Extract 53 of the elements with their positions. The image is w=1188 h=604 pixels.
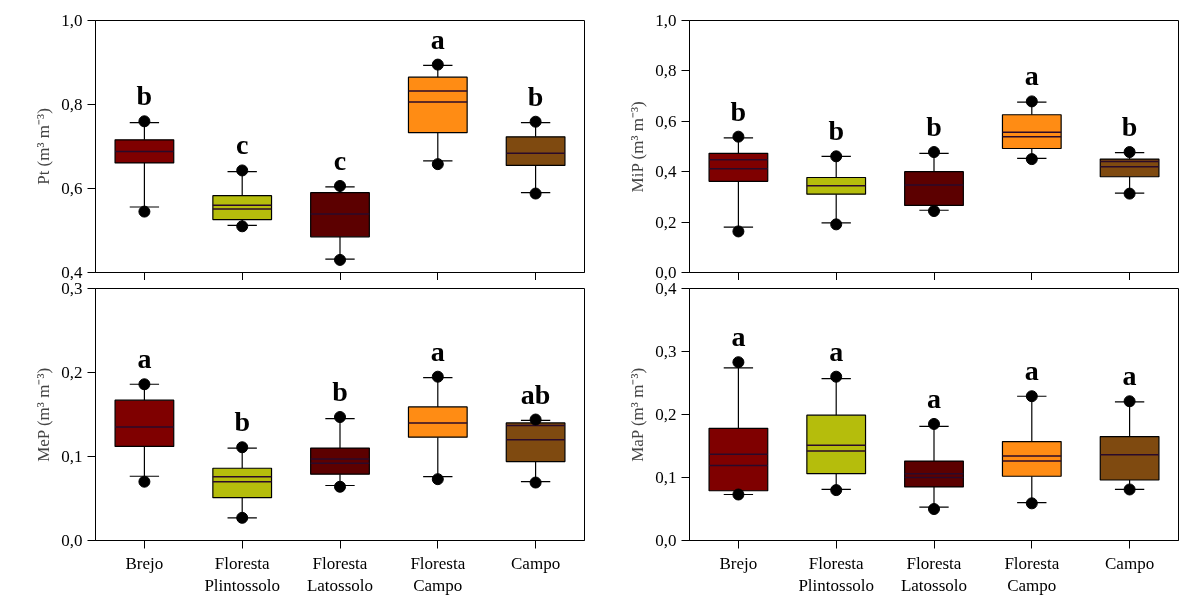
y-tick-label: 0,8 <box>61 95 83 114</box>
x-tick-label: Campo <box>1105 553 1155 573</box>
x-tick-label: Campo <box>511 553 561 573</box>
y-tick-label: 0,2 <box>655 405 677 424</box>
y-tick-label: 0,6 <box>61 179 83 198</box>
x-tick-label: Floresta Latossolo <box>306 553 374 596</box>
x-tick-label: Brejo <box>719 553 758 573</box>
annotation: b <box>527 80 544 112</box>
x-tick-label: Floresta Plintossolo <box>798 553 874 596</box>
annotation: a <box>430 335 445 367</box>
annotation: c <box>235 129 249 161</box>
annotation: a <box>430 23 445 55</box>
annotation: b <box>136 80 153 112</box>
annotation: a <box>1024 355 1039 387</box>
annotation: a <box>731 321 746 353</box>
annotation: a <box>1122 360 1137 392</box>
annotation: b <box>234 406 250 438</box>
x-tick-label: Floresta Plintossolo <box>204 553 280 596</box>
annotation: a <box>927 382 941 414</box>
annotation: c <box>333 144 347 176</box>
annotation: b <box>926 111 942 143</box>
annotation: b <box>828 115 844 147</box>
annotation: a <box>137 343 152 375</box>
y-tick-label: 0,0 <box>655 531 677 550</box>
y-tick-label: 0,2 <box>655 212 677 232</box>
y-axis-title: MaP (m³ m⁻³) <box>628 367 648 462</box>
annotation: b <box>730 95 747 127</box>
y-axis-title: MiP (m³ m⁻³) <box>628 101 648 193</box>
y-tick-label: 0,3 <box>655 342 677 361</box>
x-tick-label: Floresta Latossolo <box>900 553 968 596</box>
x-tick-label: Floresta Campo <box>410 553 466 596</box>
annotation: ab <box>520 378 551 410</box>
y-tick-label: 1,0 <box>61 11 83 30</box>
y-tick-label: 0,8 <box>655 61 677 81</box>
y-tick-label: 0,6 <box>655 111 677 131</box>
y-tick-label: 0,1 <box>655 468 677 487</box>
annotation: a <box>1024 60 1039 92</box>
x-tick-label: Floresta Campo <box>1004 553 1060 596</box>
y-tick-label: 0,4 <box>61 263 83 282</box>
annotation: a <box>829 335 844 367</box>
annotation: b <box>332 376 348 408</box>
y-tick-label: 0,1 <box>61 447 83 466</box>
y-tick-label: 0,4 <box>655 162 677 182</box>
y-axis-title: MeP (m³ m⁻³) <box>34 367 54 462</box>
x-tick-label: Brejo <box>125 553 164 573</box>
annotation: b <box>1121 111 1138 143</box>
y-tick-label: 0,4 <box>655 279 677 298</box>
y-tick-label: 0,3 <box>61 279 83 298</box>
y-tick-label: 0,0 <box>655 263 677 282</box>
y-tick-label: 1,0 <box>655 11 677 30</box>
y-tick-label: 0,0 <box>61 531 83 550</box>
y-axis-title: Pt (m³ m⁻³) <box>34 108 54 185</box>
y-tick-label: 0,2 <box>61 363 83 382</box>
